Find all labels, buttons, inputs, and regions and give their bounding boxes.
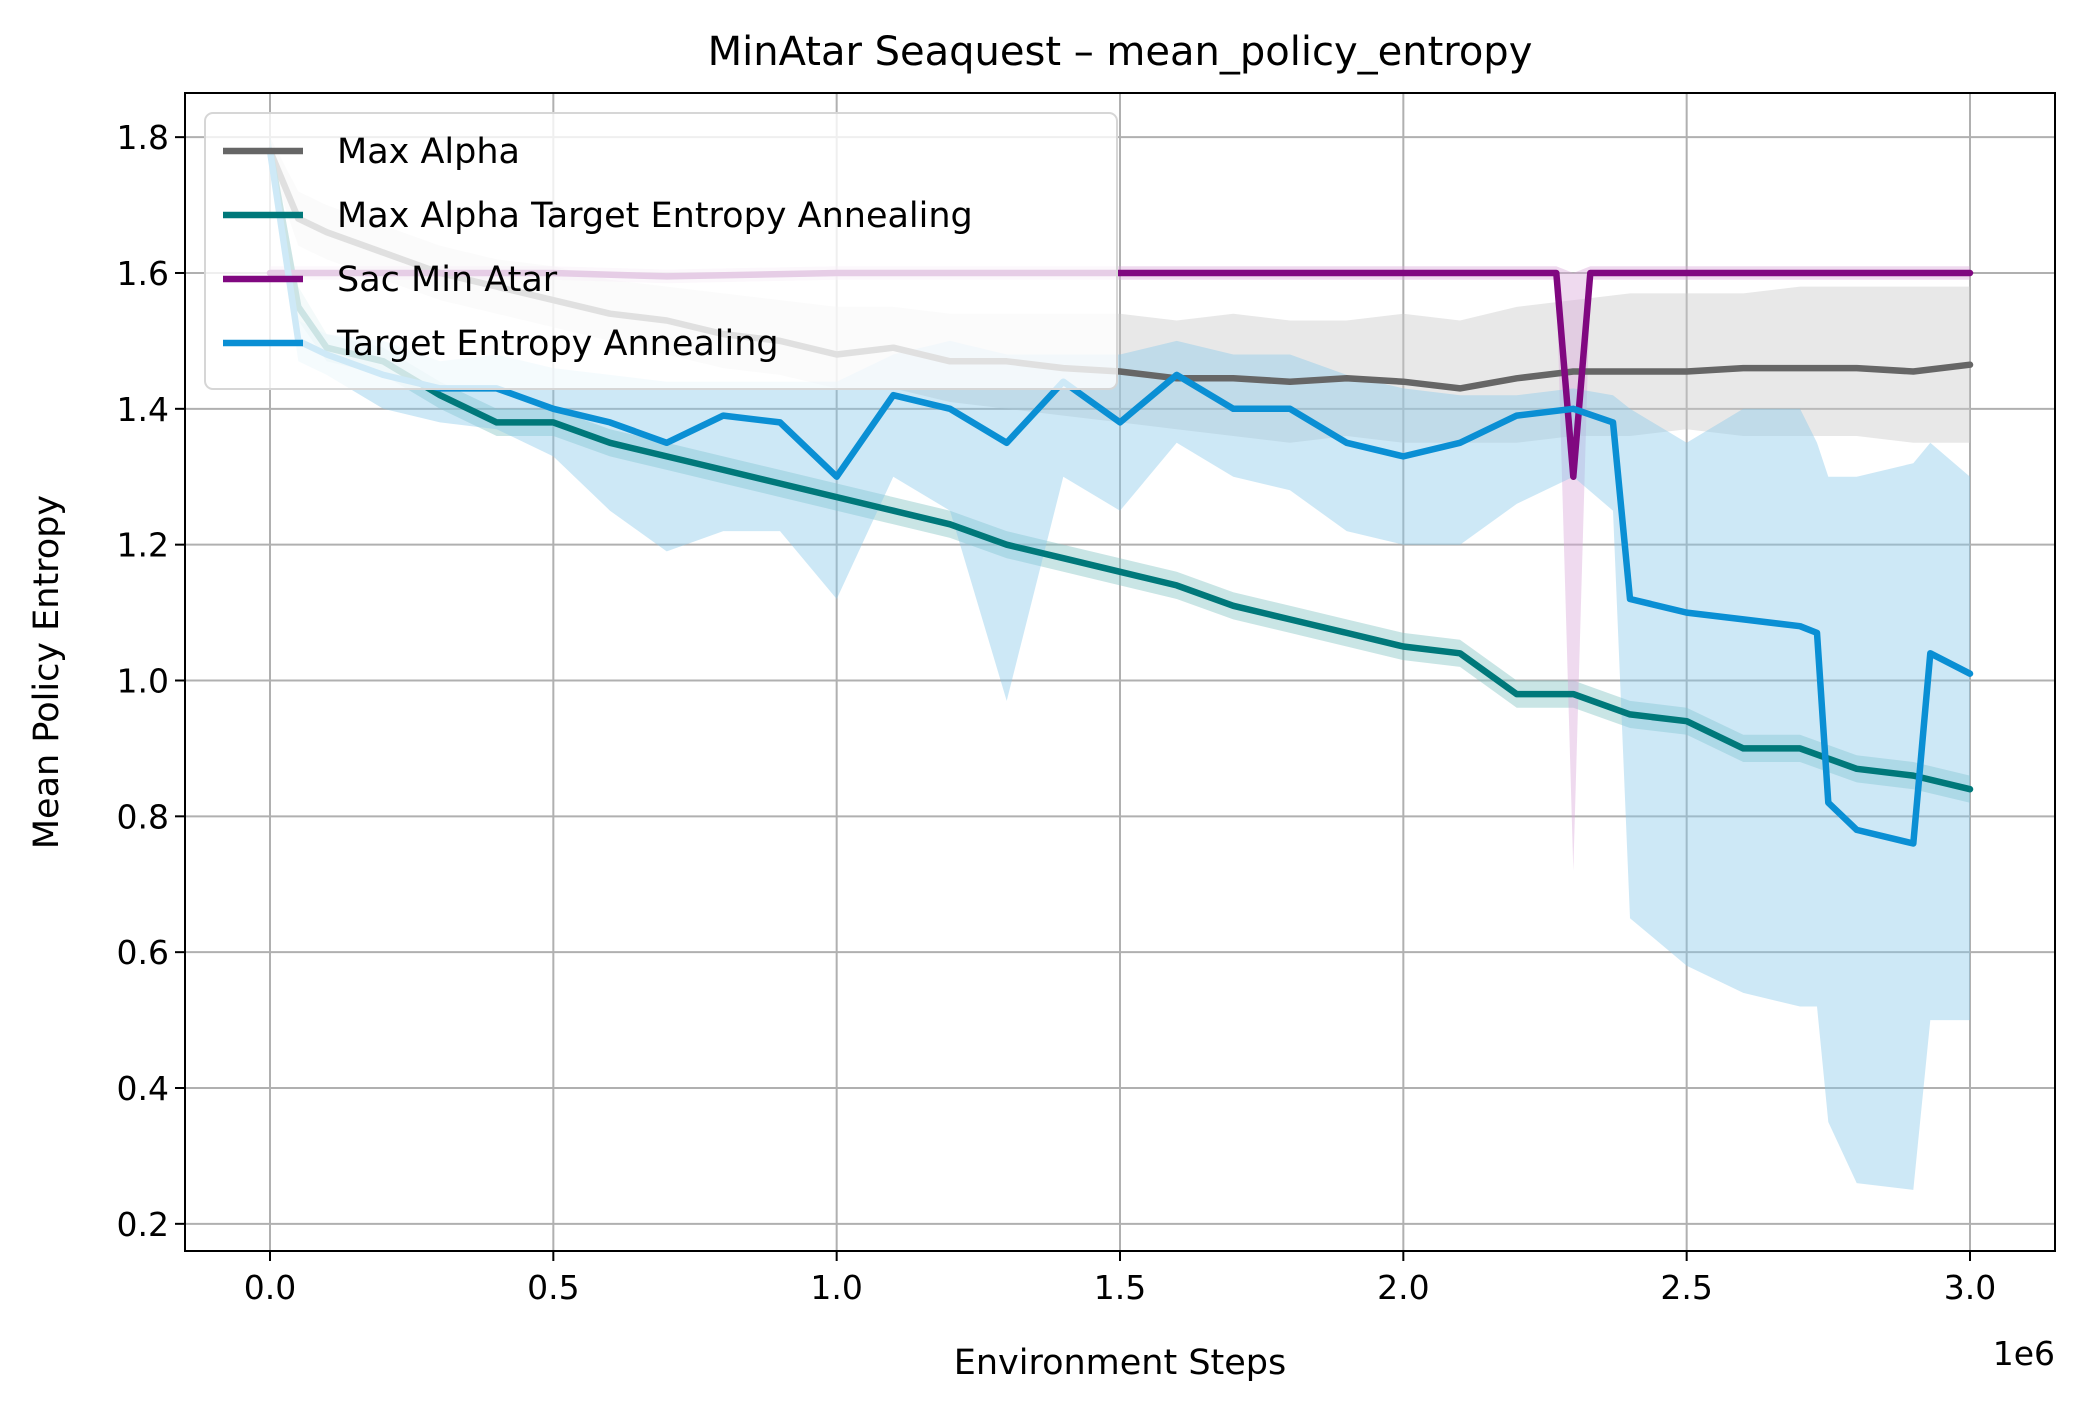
- chart-title: MinAtar Seaquest – mean_policy_entropy: [708, 29, 1533, 75]
- y-tick-label: 0.4: [117, 1069, 169, 1108]
- y-tick-label: 1.6: [117, 254, 169, 293]
- y-tick-label: 0.6: [117, 933, 169, 972]
- x-tick-label: 0.5: [527, 1268, 579, 1307]
- x-tick-label: 2.0: [1377, 1268, 1429, 1307]
- y-tick-label: 1.4: [117, 390, 169, 429]
- legend: Max Alpha Max Alpha Target Entropy Anneal…: [205, 113, 1117, 389]
- legend-label-1: Max Alpha Target Entropy Annealing: [337, 196, 973, 236]
- y-axis-label: Mean Policy Entropy: [27, 495, 67, 849]
- x-axis-label: Environment Steps: [954, 1343, 1287, 1383]
- y-tick-label: 1.2: [117, 526, 169, 565]
- x-tick-label: 1.5: [1094, 1268, 1146, 1307]
- x-axis-multiplier: 1e6: [1993, 1334, 2055, 1373]
- legend-label-0: Max Alpha: [337, 132, 520, 172]
- x-tick-label: 0.0: [244, 1268, 296, 1307]
- y-tick-label: 1.0: [117, 661, 169, 700]
- legend-label-2: Sac Min Atar: [337, 260, 558, 300]
- x-tick-label: 3.0: [1944, 1268, 1996, 1307]
- x-tick-label: 1.0: [810, 1268, 862, 1307]
- y-tick-label: 0.8: [117, 797, 169, 836]
- x-tick-label: 2.5: [1660, 1268, 1712, 1307]
- legend-label-3: Target Entropy Annealing: [336, 324, 779, 364]
- y-tick-label: 1.8: [117, 118, 169, 157]
- y-tick-label: 0.2: [117, 1205, 169, 1244]
